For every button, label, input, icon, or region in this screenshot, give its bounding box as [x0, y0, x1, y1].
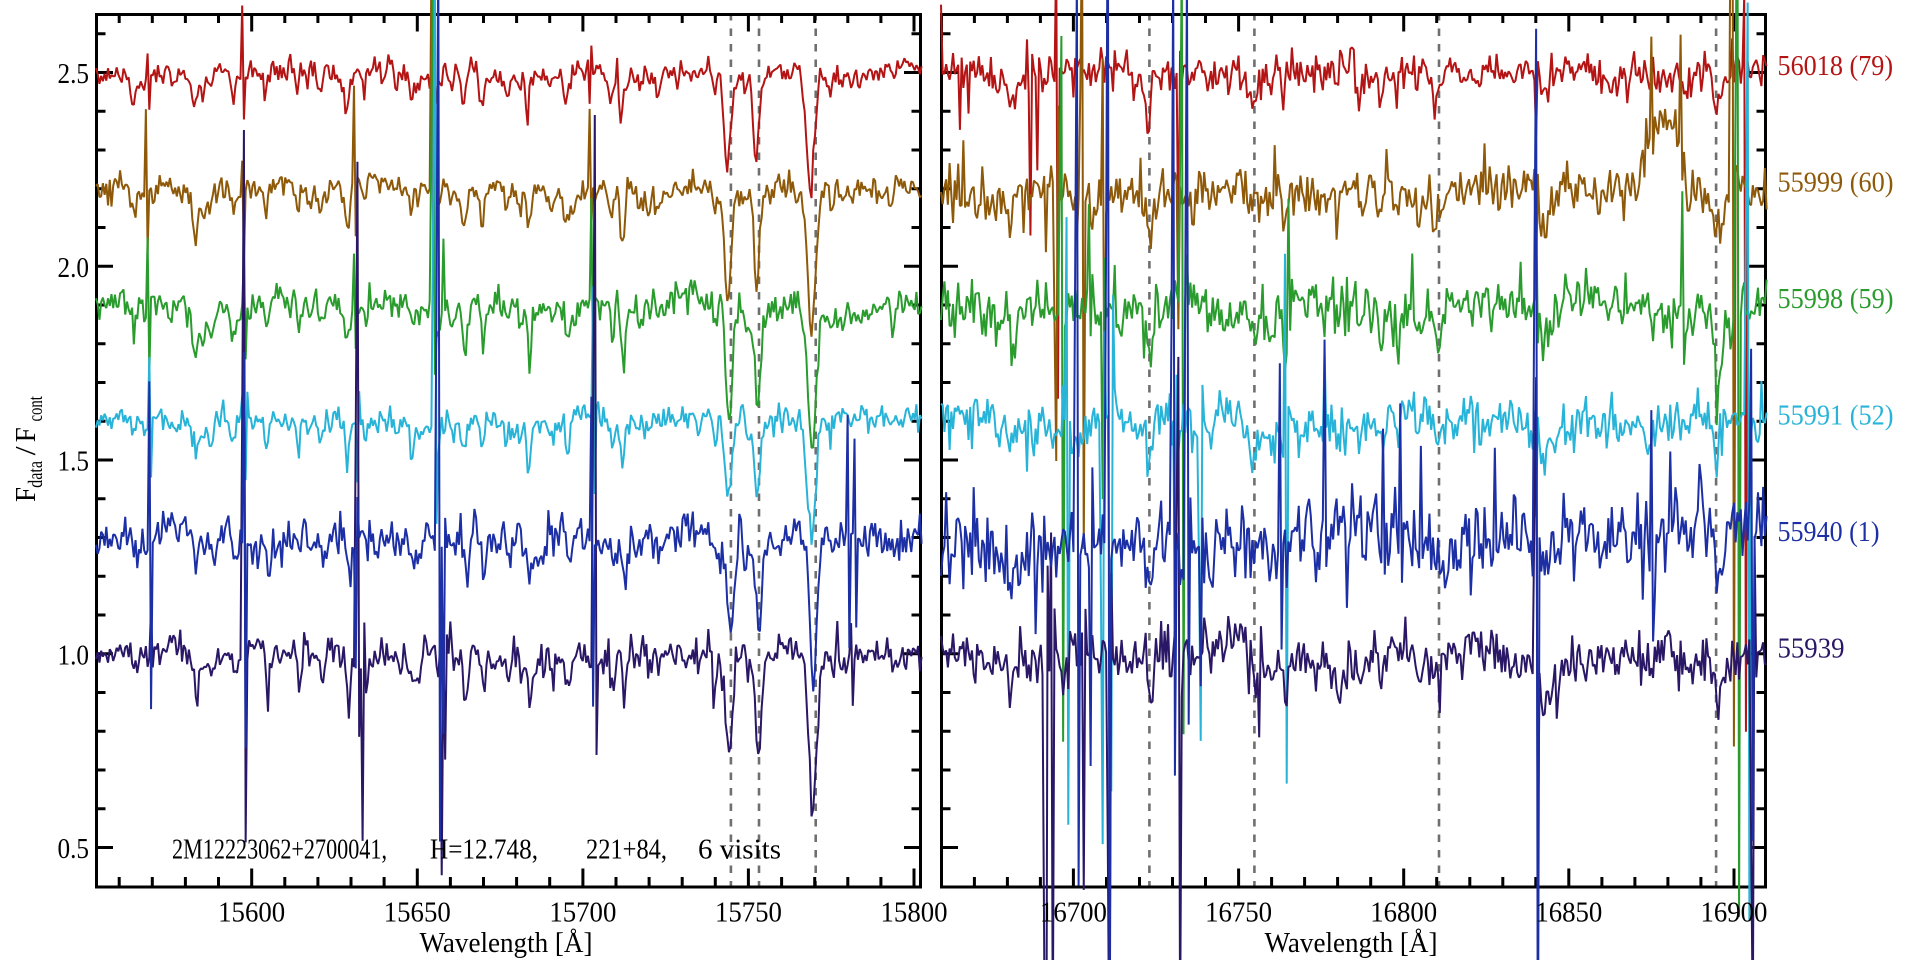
- svg-text:16850: 16850: [1535, 897, 1602, 929]
- svg-text:0.5: 0.5: [58, 833, 90, 865]
- svg-text:Wavelength [Å]: Wavelength [Å]: [1265, 927, 1438, 959]
- svg-text:55999 (60): 55999 (60): [1778, 167, 1894, 199]
- svg-text:221+84,: 221+84,: [586, 834, 667, 866]
- svg-text:2.5: 2.5: [58, 58, 90, 90]
- svg-text:15750: 15750: [715, 897, 782, 929]
- svg-text:55940 (1): 55940 (1): [1778, 516, 1880, 548]
- svg-text:Wavelength [Å]: Wavelength [Å]: [420, 927, 593, 959]
- svg-text:1.0: 1.0: [58, 639, 90, 671]
- svg-text:56018 (79): 56018 (79): [1778, 50, 1894, 82]
- svg-text:cont: cont: [25, 396, 47, 422]
- svg-text:15700: 15700: [549, 897, 616, 929]
- svg-text:H=12.748,: H=12.748,: [430, 834, 538, 866]
- svg-text:16900: 16900: [1700, 897, 1767, 929]
- svg-text:16750: 16750: [1205, 897, 1272, 929]
- svg-text:55939: 55939: [1778, 633, 1845, 665]
- svg-text:6 visits: 6 visits: [698, 834, 781, 866]
- svg-text:2M12223062+2700041,: 2M12223062+2700041,: [172, 834, 387, 866]
- svg-text:15800: 15800: [881, 897, 948, 929]
- svg-text:F: F: [10, 487, 42, 502]
- svg-text:16800: 16800: [1370, 897, 1437, 929]
- svg-text:55991 (52): 55991 (52): [1778, 400, 1894, 432]
- svg-text:16700: 16700: [1040, 897, 1107, 929]
- svg-text:15650: 15650: [384, 897, 451, 929]
- svg-text:55998 (59): 55998 (59): [1778, 283, 1894, 315]
- svg-text:/: /: [10, 445, 42, 455]
- svg-text:1.5: 1.5: [58, 446, 90, 478]
- svg-text:15600: 15600: [218, 897, 285, 929]
- svg-text:F: F: [10, 427, 42, 442]
- svg-text:2.0: 2.0: [58, 252, 90, 284]
- svg-text:data: data: [25, 461, 47, 488]
